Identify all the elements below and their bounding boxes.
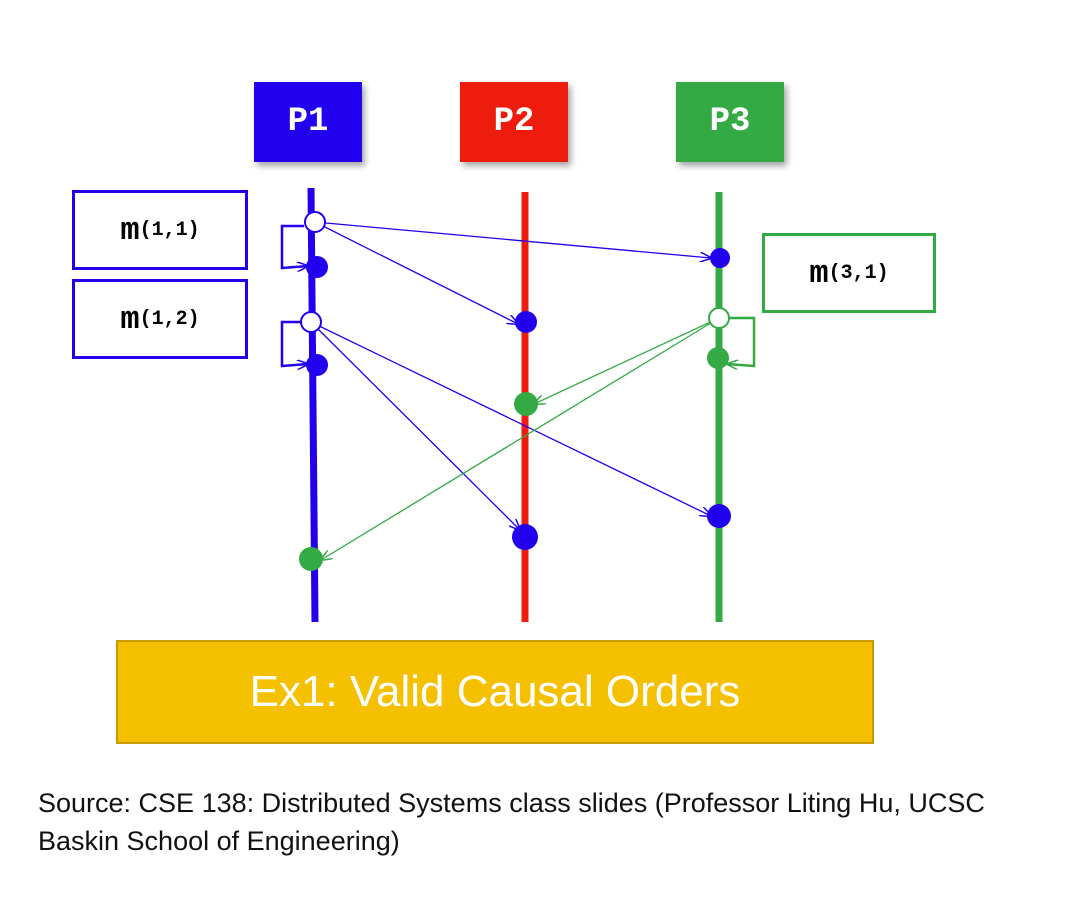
message-label-m11: m (1,1): [72, 190, 248, 270]
title-banner-text: Ex1: Valid Causal Orders: [249, 667, 741, 716]
title-banner: Ex1: Valid Causal Orders: [116, 640, 874, 744]
receive-event-p1: [306, 354, 328, 376]
send-event-p1: [304, 211, 326, 233]
process-p3-header: P3: [676, 82, 784, 162]
message-label-m11-sub: (1,1): [139, 218, 200, 242]
process-p1-header: P1: [254, 82, 362, 162]
message-label-m11-name: m: [120, 211, 140, 249]
receive-event-p1: [299, 547, 323, 571]
message-arrow-p1-to-p2: [310, 321, 520, 530]
message-arrow-p1-to-p3: [310, 321, 711, 516]
source-caption: Source: CSE 138: Distributed Systems cla…: [38, 788, 985, 856]
receive-event-p2: [514, 392, 538, 416]
process-p3-label: P3: [709, 103, 751, 141]
receive-event-p3: [707, 504, 731, 528]
receive-event-p3: [710, 248, 730, 268]
receive-event-p3: [707, 347, 729, 369]
message-label-m31-sub: (3,1): [828, 261, 889, 285]
receive-event-p2: [515, 311, 537, 333]
message-label-m12-name: m: [120, 300, 140, 338]
process-p2-header: P2: [460, 82, 568, 162]
message-label-m12: m (1,2): [72, 279, 248, 359]
message-label-m31: m (3,1): [762, 233, 936, 313]
message-label-m12-sub: (1,2): [139, 307, 200, 331]
process-p1-label: P1: [287, 103, 329, 141]
message-arrow-p3-to-p1: [321, 317, 720, 560]
send-event-p1: [300, 311, 322, 333]
process-p2-label: P2: [493, 103, 535, 141]
p1-self-delivery-arrow-1: [280, 224, 308, 268]
p3-self-delivery-arrow: [727, 316, 756, 366]
send-event-p3: [708, 307, 730, 329]
receive-event-p1: [306, 256, 328, 278]
message-arrow-p1-to-p3: [314, 221, 711, 258]
message-arrow-p3-to-p2: [534, 317, 720, 404]
message-label-m31-name: m: [809, 254, 829, 292]
p1-self-delivery-arrow-2: [280, 320, 308, 366]
message-arrow-p1-to-p2: [314, 221, 518, 324]
receive-event-p2: [512, 524, 538, 550]
causal-order-diagram: [280, 187, 756, 623]
